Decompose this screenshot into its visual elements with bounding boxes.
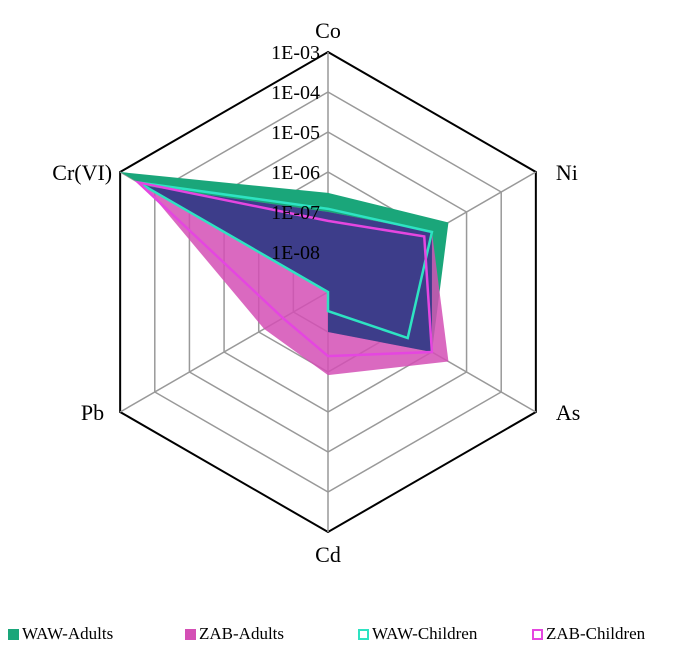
radar-chart: Co Ni As Cd Pb Cr(VI) 1E-08 1E-07 1E-06 1E-05 1E-0…	[52, 18, 580, 567]
series-zab-children-line	[134, 180, 434, 358]
axis-label-cr-vi-: Cr(VI)	[52, 160, 112, 185]
series-layer	[120, 172, 449, 376]
tick-label: 1E-06	[271, 162, 320, 184]
tick-label: 1E-04	[271, 82, 320, 104]
legend-label: WAW-Adults	[22, 624, 114, 643]
legend-label: ZAB-Adults	[199, 624, 284, 643]
tick-label: 1E-08	[271, 242, 320, 264]
axis-label-pb: Pb	[81, 400, 104, 425]
legend-swatch	[358, 628, 369, 640]
tick-label: 1E-03	[271, 42, 320, 64]
legend-item: WAW-Children	[358, 624, 477, 644]
labels: Co Ni As Cd Pb Cr(VI) 1E-08 1E-07 1E-06 1E-05 1E-0…	[52, 18, 580, 567]
legend-item: WAW-Adults	[8, 624, 113, 644]
axis-label-as: As	[556, 400, 580, 425]
legend-item: ZAB-Adults	[185, 624, 284, 644]
tick-label: 1E-05	[271, 122, 320, 144]
series-overlap-area	[144, 185, 432, 352]
legend-swatch	[185, 628, 196, 640]
legend-label: ZAB-Children	[546, 624, 646, 643]
axis-label-cd: Cd	[315, 542, 341, 567]
legend-swatch	[8, 628, 19, 640]
axis-label-ni: Ni	[556, 160, 578, 185]
axis-label-co: Co	[315, 18, 341, 43]
legend-item: ZAB-Children	[532, 624, 645, 644]
tick-label: 1E-07	[271, 202, 320, 224]
legend: WAW-Adults ZAB-Adults WAW-Children ZAB-Chil…	[0, 624, 675, 650]
legend-swatch	[532, 628, 543, 640]
legend-label: WAW-Children	[372, 624, 478, 643]
